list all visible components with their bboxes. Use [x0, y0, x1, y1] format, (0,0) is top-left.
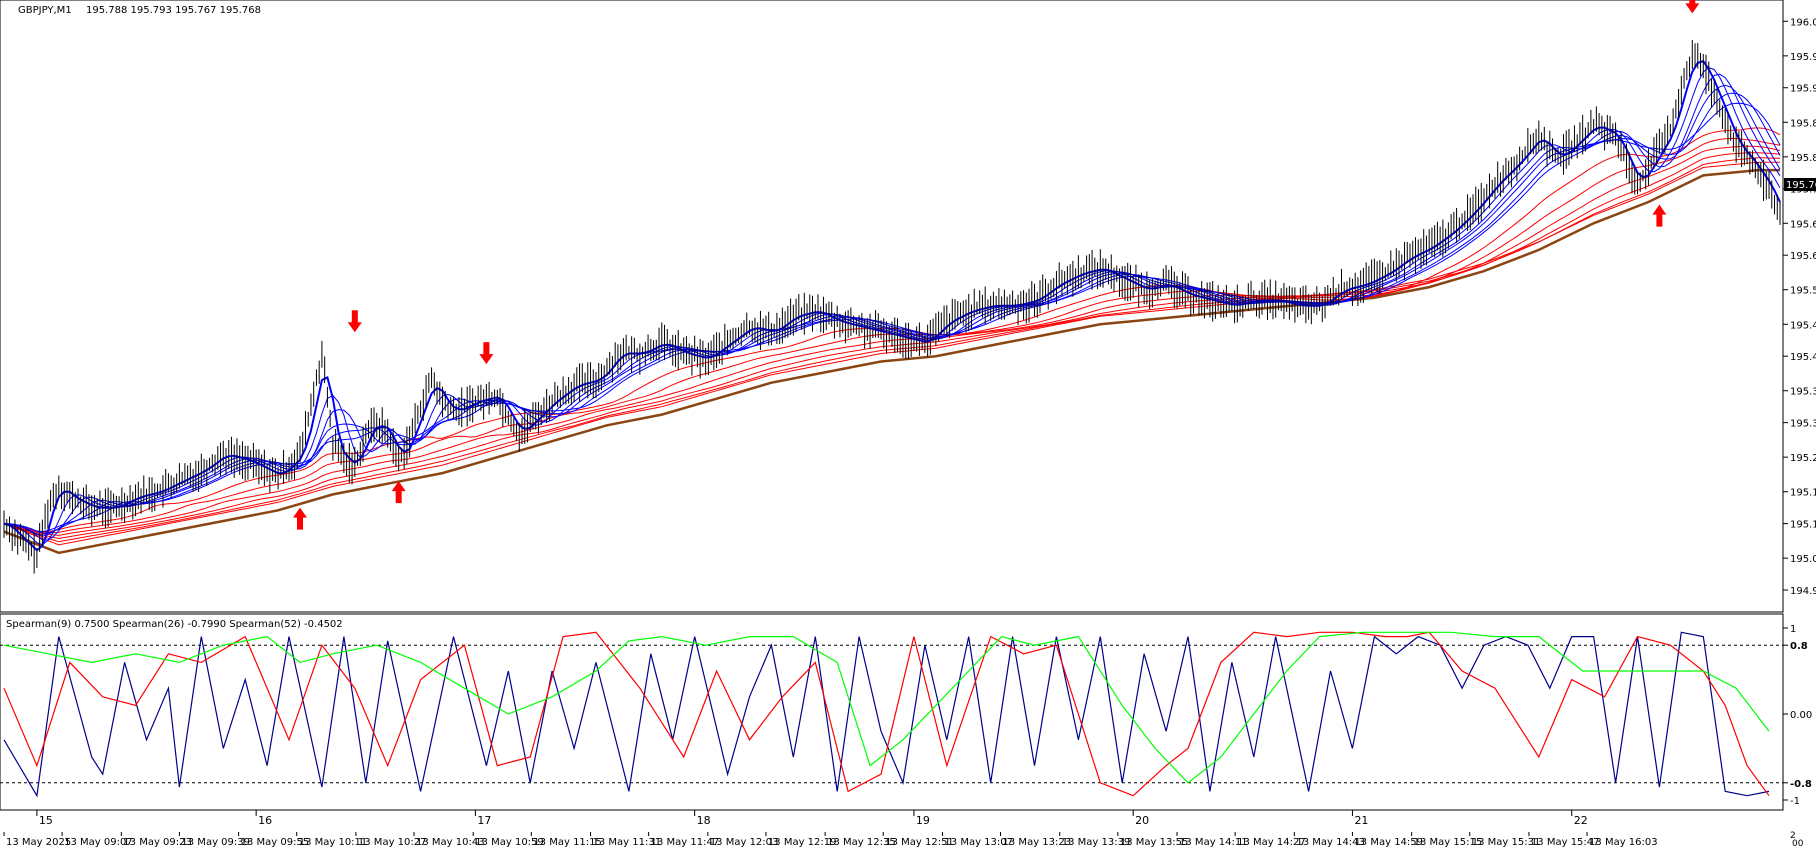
price-panel[interactable] [0, 0, 1784, 613]
y-tick-label: 195.235 [1790, 453, 1816, 464]
ma-slow-line [3, 157, 1781, 543]
day-label: 20 [1135, 814, 1149, 827]
series-line [3, 631, 1770, 798]
y-tick-label: 195.360 [1790, 387, 1816, 398]
time-label: 13 May 09:07 [64, 837, 133, 847]
time-label: 13 May 14:59 [1354, 837, 1423, 847]
corner-label: 00 [1792, 839, 1804, 847]
time-label: 13 May 09:39 [181, 837, 250, 847]
day-label: 22 [1574, 814, 1588, 827]
time-label: 13 May 09:23 [123, 837, 192, 847]
time-label: 13 May 2025 [6, 837, 71, 847]
y-tick-label: 195.800 [1790, 153, 1816, 164]
time-label: 13 May 14:27 [1237, 837, 1306, 847]
spearman-lines [0, 631, 1783, 798]
day-label: 19 [916, 814, 930, 827]
candles [3, 39, 1781, 574]
time-label: 13 May 15:31 [1472, 837, 1541, 847]
time-label: 13 May 11:31 [593, 837, 662, 847]
ind-tick-label: -1 [1790, 796, 1800, 807]
time-label: 13 May 13:39 [1062, 837, 1131, 847]
arrow-up-icon [391, 481, 406, 504]
y-tick-label: 195.550 [1790, 286, 1816, 297]
ind-tick-label: 0.8 [1790, 641, 1808, 652]
ind-tick-label: 1 [1790, 624, 1796, 635]
y-tick-label: 195.615 [1790, 251, 1816, 262]
y-tick-label: 195.425 [1790, 352, 1816, 363]
signal-arrows [293, 0, 1700, 530]
time-label: 13 May 12:19 [768, 837, 837, 847]
day-label: 17 [477, 814, 491, 827]
ind-tick-label: -0.8 [1790, 779, 1812, 790]
time-label: 13 May 15:47 [1531, 837, 1600, 847]
y-tick-label: 195.170 [1790, 488, 1816, 499]
time-label: 13 May 13:07 [944, 837, 1013, 847]
time-label: 13 May 10:27 [358, 837, 427, 847]
time-label: 13 May 12:03 [710, 837, 779, 847]
arrow-down-icon [1685, 0, 1700, 14]
time-label: 13 May 13:23 [1003, 837, 1072, 847]
series-line [3, 631, 1770, 784]
y-tick-label: 195.110 [1790, 520, 1816, 531]
time-label: 13 May 10:11 [299, 837, 368, 847]
time-label: 13 May 15:15 [1414, 837, 1483, 847]
time-label: 13 May 10:59 [475, 837, 544, 847]
ma-slow-line [3, 161, 1780, 546]
y-tick-label: 194.985 [1790, 586, 1816, 597]
y-tick-label: 195.300 [1790, 419, 1816, 430]
time-label: 13 May 11:15 [533, 837, 602, 847]
current-price-box [1784, 178, 1816, 191]
arrow-up-icon [1652, 204, 1667, 227]
time-label: 13 May 16:03 [1589, 837, 1658, 847]
corner-label: 2 [1790, 831, 1796, 841]
series-line [3, 631, 1770, 797]
current-price-label: 195.768 [1786, 180, 1816, 191]
day-label: 21 [1354, 814, 1368, 827]
indicator-label: Spearman(9) 0.7500 Spearman(26) -0.7990 … [6, 619, 343, 630]
time-label: 13 May 14:11 [1179, 837, 1248, 847]
time-label: 13 May 12:35 [827, 837, 896, 847]
y-tick-label: 195.485 [1790, 320, 1816, 331]
time-label: 13 May 12:51 [885, 837, 954, 847]
ohlc-label: 195.788 195.793 195.767 195.768 [86, 5, 261, 16]
day-label: 16 [258, 814, 272, 827]
indicator-panel[interactable] [0, 613, 1784, 811]
time-label: 13 May 13:55 [1120, 837, 1189, 847]
time-label: 13 May 09:55 [241, 837, 310, 847]
arrow-down-icon [479, 342, 494, 365]
y-tick-label: 195.990 [1790, 52, 1816, 63]
time-label: 13 May 14:43 [1296, 837, 1365, 847]
day-label: 15 [39, 814, 53, 827]
y-tick-label: 195.675 [1790, 219, 1816, 230]
day-label: 18 [697, 814, 711, 827]
y-tick-label: 196.055 [1790, 17, 1816, 28]
time-label: 13 May 11:47 [651, 837, 720, 847]
ind-tick-label: 0.00 [1790, 710, 1812, 721]
time-label: 13 May 10:43 [416, 837, 485, 847]
symbol-label: GBPJPY,M1 [18, 5, 72, 16]
arrow-down-icon [347, 310, 362, 333]
y-tick-label: 195.045 [1790, 554, 1816, 565]
y-tick-label: 195.865 [1790, 118, 1816, 129]
y-tick-label: 195.930 [1790, 84, 1816, 95]
arrow-up-icon [293, 507, 307, 530]
